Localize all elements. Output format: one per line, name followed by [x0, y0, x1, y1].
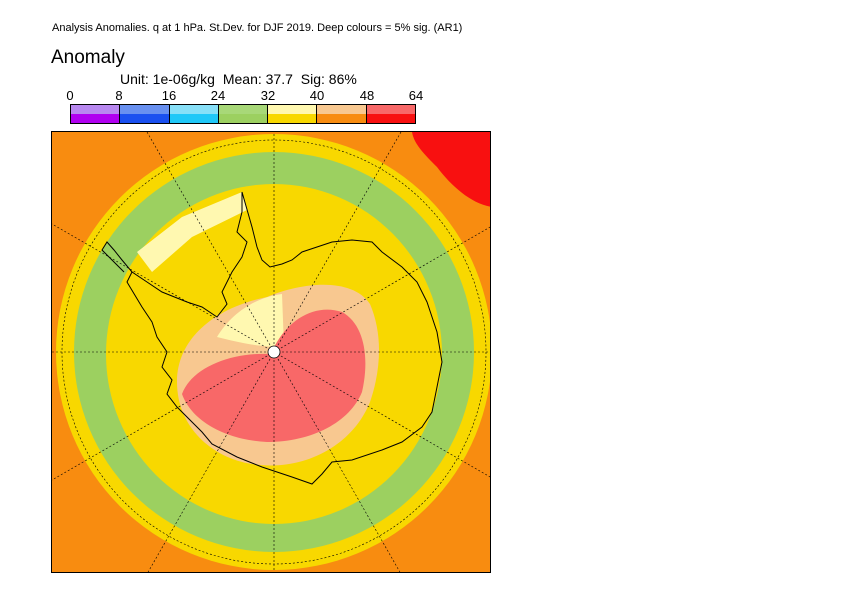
colorbar-swatch-deep — [71, 114, 121, 123]
colorbar-tick: 32 — [260, 88, 276, 103]
fill-lightyellow-patch — [137, 192, 247, 272]
colorbar-tick: 0 — [66, 88, 74, 103]
colorbar-swatch-light — [268, 105, 318, 114]
colorbar-tick: 24 — [210, 88, 226, 103]
colorbar-tick: 40 — [309, 88, 325, 103]
mean-label: Mean: 37.7 — [222, 71, 293, 87]
colorbar — [70, 104, 416, 124]
colorbar-tick: 8 — [115, 88, 123, 103]
colorbar-tick-labels: 0 8 16 24 32 40 48 64 — [50, 88, 430, 104]
colorbar-swatch-light — [120, 105, 170, 114]
stats-line: Unit: 1e-06g/kg Mean: 37.7 Sig: 86% — [120, 71, 361, 87]
colorbar-swatch-light — [169, 105, 219, 114]
colorbar-tick: 16 — [161, 88, 177, 103]
colorbar-tick: 48 — [359, 88, 375, 103]
polar-map — [51, 131, 491, 573]
colorbar-swatch-light — [218, 105, 269, 114]
colorbar-swatch-deep — [218, 114, 269, 123]
map-svg — [52, 132, 490, 572]
fill-red-patch — [412, 132, 490, 207]
colorbar-swatch-light — [71, 105, 121, 114]
colorbar-swatch-deep — [169, 114, 219, 123]
pole-marker — [267, 345, 281, 359]
graticule — [52, 132, 490, 572]
figure-title: Analysis Anomalies. q at 1 hPa. St.Dev. … — [52, 22, 463, 34]
fill-lightyellow-pole — [217, 294, 284, 347]
colorbar-swatch-deep — [268, 114, 318, 123]
sig-label: Sig: 86% — [300, 71, 357, 87]
fill-lightred-core — [182, 309, 366, 442]
antarctica-coastline — [126, 191, 443, 485]
colorbar-tick: 64 — [408, 88, 424, 103]
colorbar-swatch-light — [366, 105, 415, 114]
colorbar-swatch-light — [317, 105, 367, 114]
colorbar-deep-row — [71, 114, 415, 123]
colorbar-swatch-deep — [317, 114, 367, 123]
unit-label: Unit: 1e-06g/kg — [120, 71, 215, 87]
colorbar-light-row — [71, 105, 415, 114]
colorbar-swatch-deep — [366, 114, 415, 123]
colorbar-swatch-deep — [120, 114, 170, 123]
peninsula-coastline — [101, 241, 133, 273]
panel-title: Anomaly — [51, 47, 125, 68]
